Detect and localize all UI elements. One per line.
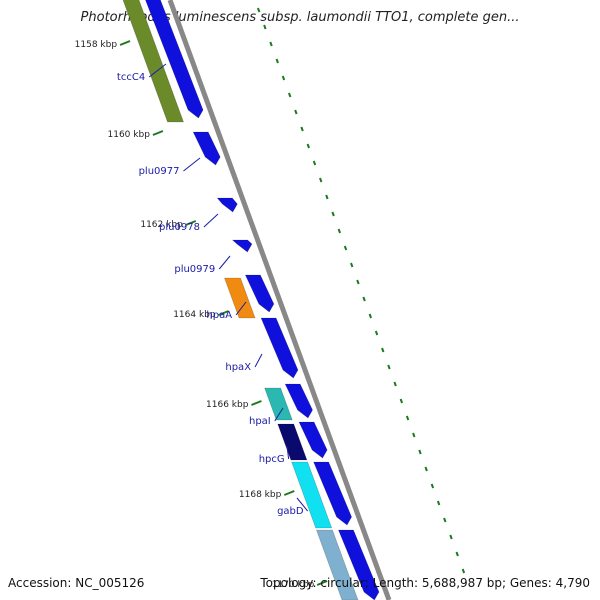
- outer-tick-dot: [331, 211, 335, 217]
- gene-leader-line: [148, 63, 167, 78]
- kbp-tick-label: 1162 kbp: [140, 220, 183, 230]
- outer-tick-dot: [263, 24, 267, 30]
- gene-leader-line: [235, 301, 247, 316]
- outer-tick-dot: [281, 75, 286, 81]
- outer-tick-dot: [430, 483, 435, 489]
- gene-label-tccC4[interactable]: tccC4: [117, 72, 145, 83]
- kbp-tick-mark: [119, 40, 131, 46]
- gene-leader-line: [203, 213, 219, 228]
- cds-block: [284, 383, 313, 419]
- kbp-tick-mark: [316, 580, 328, 586]
- cds-block: [216, 197, 238, 213]
- gabD-feature: [291, 461, 333, 529]
- outer-tick-dot: [275, 58, 279, 64]
- kbp-tick-mark: [152, 130, 164, 136]
- gene-leader-line: [286, 445, 290, 460]
- outer-tick-dot: [362, 296, 366, 302]
- outer-tick-dot: [325, 194, 329, 200]
- outer-tick-dot: [269, 41, 273, 47]
- outer-tick-dot: [405, 415, 410, 421]
- outer-tick-dot: [424, 466, 428, 472]
- kbp-tick-mark: [185, 220, 197, 226]
- hpcG-feature: [277, 423, 308, 461]
- gene-leader-line: [296, 497, 308, 512]
- gene-label-hpaI[interactable]: hpaI: [249, 416, 271, 427]
- kbp-tick-mark: [218, 310, 229, 316]
- kbp-tick-label: 1164 kbp: [173, 310, 216, 320]
- outer-tick-dot: [312, 160, 317, 166]
- cds-block: [298, 421, 328, 459]
- gene-labels: tccC4 plu0977 plu0978 plu0979 hpaA hpaX hpaI hp…: [117, 63, 308, 517]
- gene-leader-line: [183, 157, 201, 172]
- cds-block: [313, 461, 352, 526]
- kbp-tick-label: 1166 kbp: [206, 400, 249, 410]
- outer-tick-dot: [337, 228, 341, 234]
- outer-tick-dot: [306, 143, 310, 149]
- outer-tick-dot: [294, 109, 298, 115]
- outer-tick-dot: [300, 126, 304, 132]
- outer-tick-dot: [350, 262, 354, 268]
- accession-label: Accession: NC_005126: [8, 576, 145, 590]
- map-title: Photorhabdus luminescens subsp. laumondi…: [80, 10, 520, 25]
- backbone-line: [167, 0, 392, 600]
- kbp-tick-mark: [283, 490, 295, 496]
- hpaI-feature: [264, 387, 293, 421]
- outer-tick-dot: [418, 449, 422, 455]
- gene-leader-line: [218, 255, 231, 270]
- cds-block: [145, 0, 204, 119]
- cds-block: [260, 317, 299, 379]
- kbp-tick-label: 1158 kbp: [75, 40, 118, 50]
- topology-summary: Topology: circular; Length: 5,688,987 bp…: [260, 576, 590, 590]
- feature-tracks: [122, 0, 380, 600]
- backbone: [167, 0, 392, 600]
- gene-label-hpcG[interactable]: hpcG: [259, 454, 285, 465]
- gene-leader-line: [254, 353, 263, 368]
- downstream-feature: [316, 529, 359, 600]
- tccC4-feature: [122, 0, 184, 123]
- cds-block: [244, 274, 275, 313]
- outer-tick-dot: [399, 398, 404, 404]
- outer-tick-dot: [436, 500, 441, 506]
- gene-label-plu0979[interactable]: plu0979: [174, 264, 215, 275]
- outer-tick-dot: [455, 551, 459, 557]
- cds-block: [231, 239, 253, 253]
- kbp-tick-label: 1168 kbp: [239, 490, 282, 500]
- kbp-tick-label: 1170 kbp: [272, 580, 315, 590]
- outer-tick-dot: [443, 517, 447, 523]
- outer-tick-dot: [368, 313, 373, 319]
- outer-tick-dot: [461, 568, 466, 574]
- outer-tick-dot: [319, 177, 323, 183]
- kbp-ruler: 1158 kbp 1160 kbp 1162 kbp 1164 kbp 1166 kbp…: [75, 40, 328, 590]
- gene-label-hpaA[interactable]: hpaA: [206, 310, 232, 321]
- outer-tick-dot: [412, 432, 416, 438]
- outer-tick-dots: [256, 7, 466, 574]
- hpaA-feature: [224, 277, 256, 319]
- outer-tick-dot: [393, 381, 397, 387]
- outer-tick-dot: [256, 7, 261, 13]
- cds-block: [338, 529, 380, 600]
- gene-label-plu0977[interactable]: plu0977: [139, 166, 180, 177]
- cds-block: [192, 131, 221, 166]
- outer-tick-dot: [387, 364, 391, 370]
- outer-tick-dot: [356, 279, 360, 285]
- outer-tick-dot: [381, 347, 385, 353]
- outer-tick-dot: [449, 534, 453, 540]
- gene-label-gabD[interactable]: gabD: [277, 506, 304, 517]
- outer-tick-dot: [374, 330, 379, 336]
- gene-leader-line: [274, 407, 284, 422]
- gene-label-hpaX[interactable]: hpaX: [225, 362, 251, 373]
- outer-tick-dot: [288, 92, 292, 98]
- outer-tick-dot: [343, 245, 348, 251]
- gene-label-plu0978[interactable]: plu0978: [159, 222, 200, 233]
- kbp-tick-mark: [251, 400, 262, 406]
- kbp-tick-label: 1160 kbp: [108, 130, 151, 140]
